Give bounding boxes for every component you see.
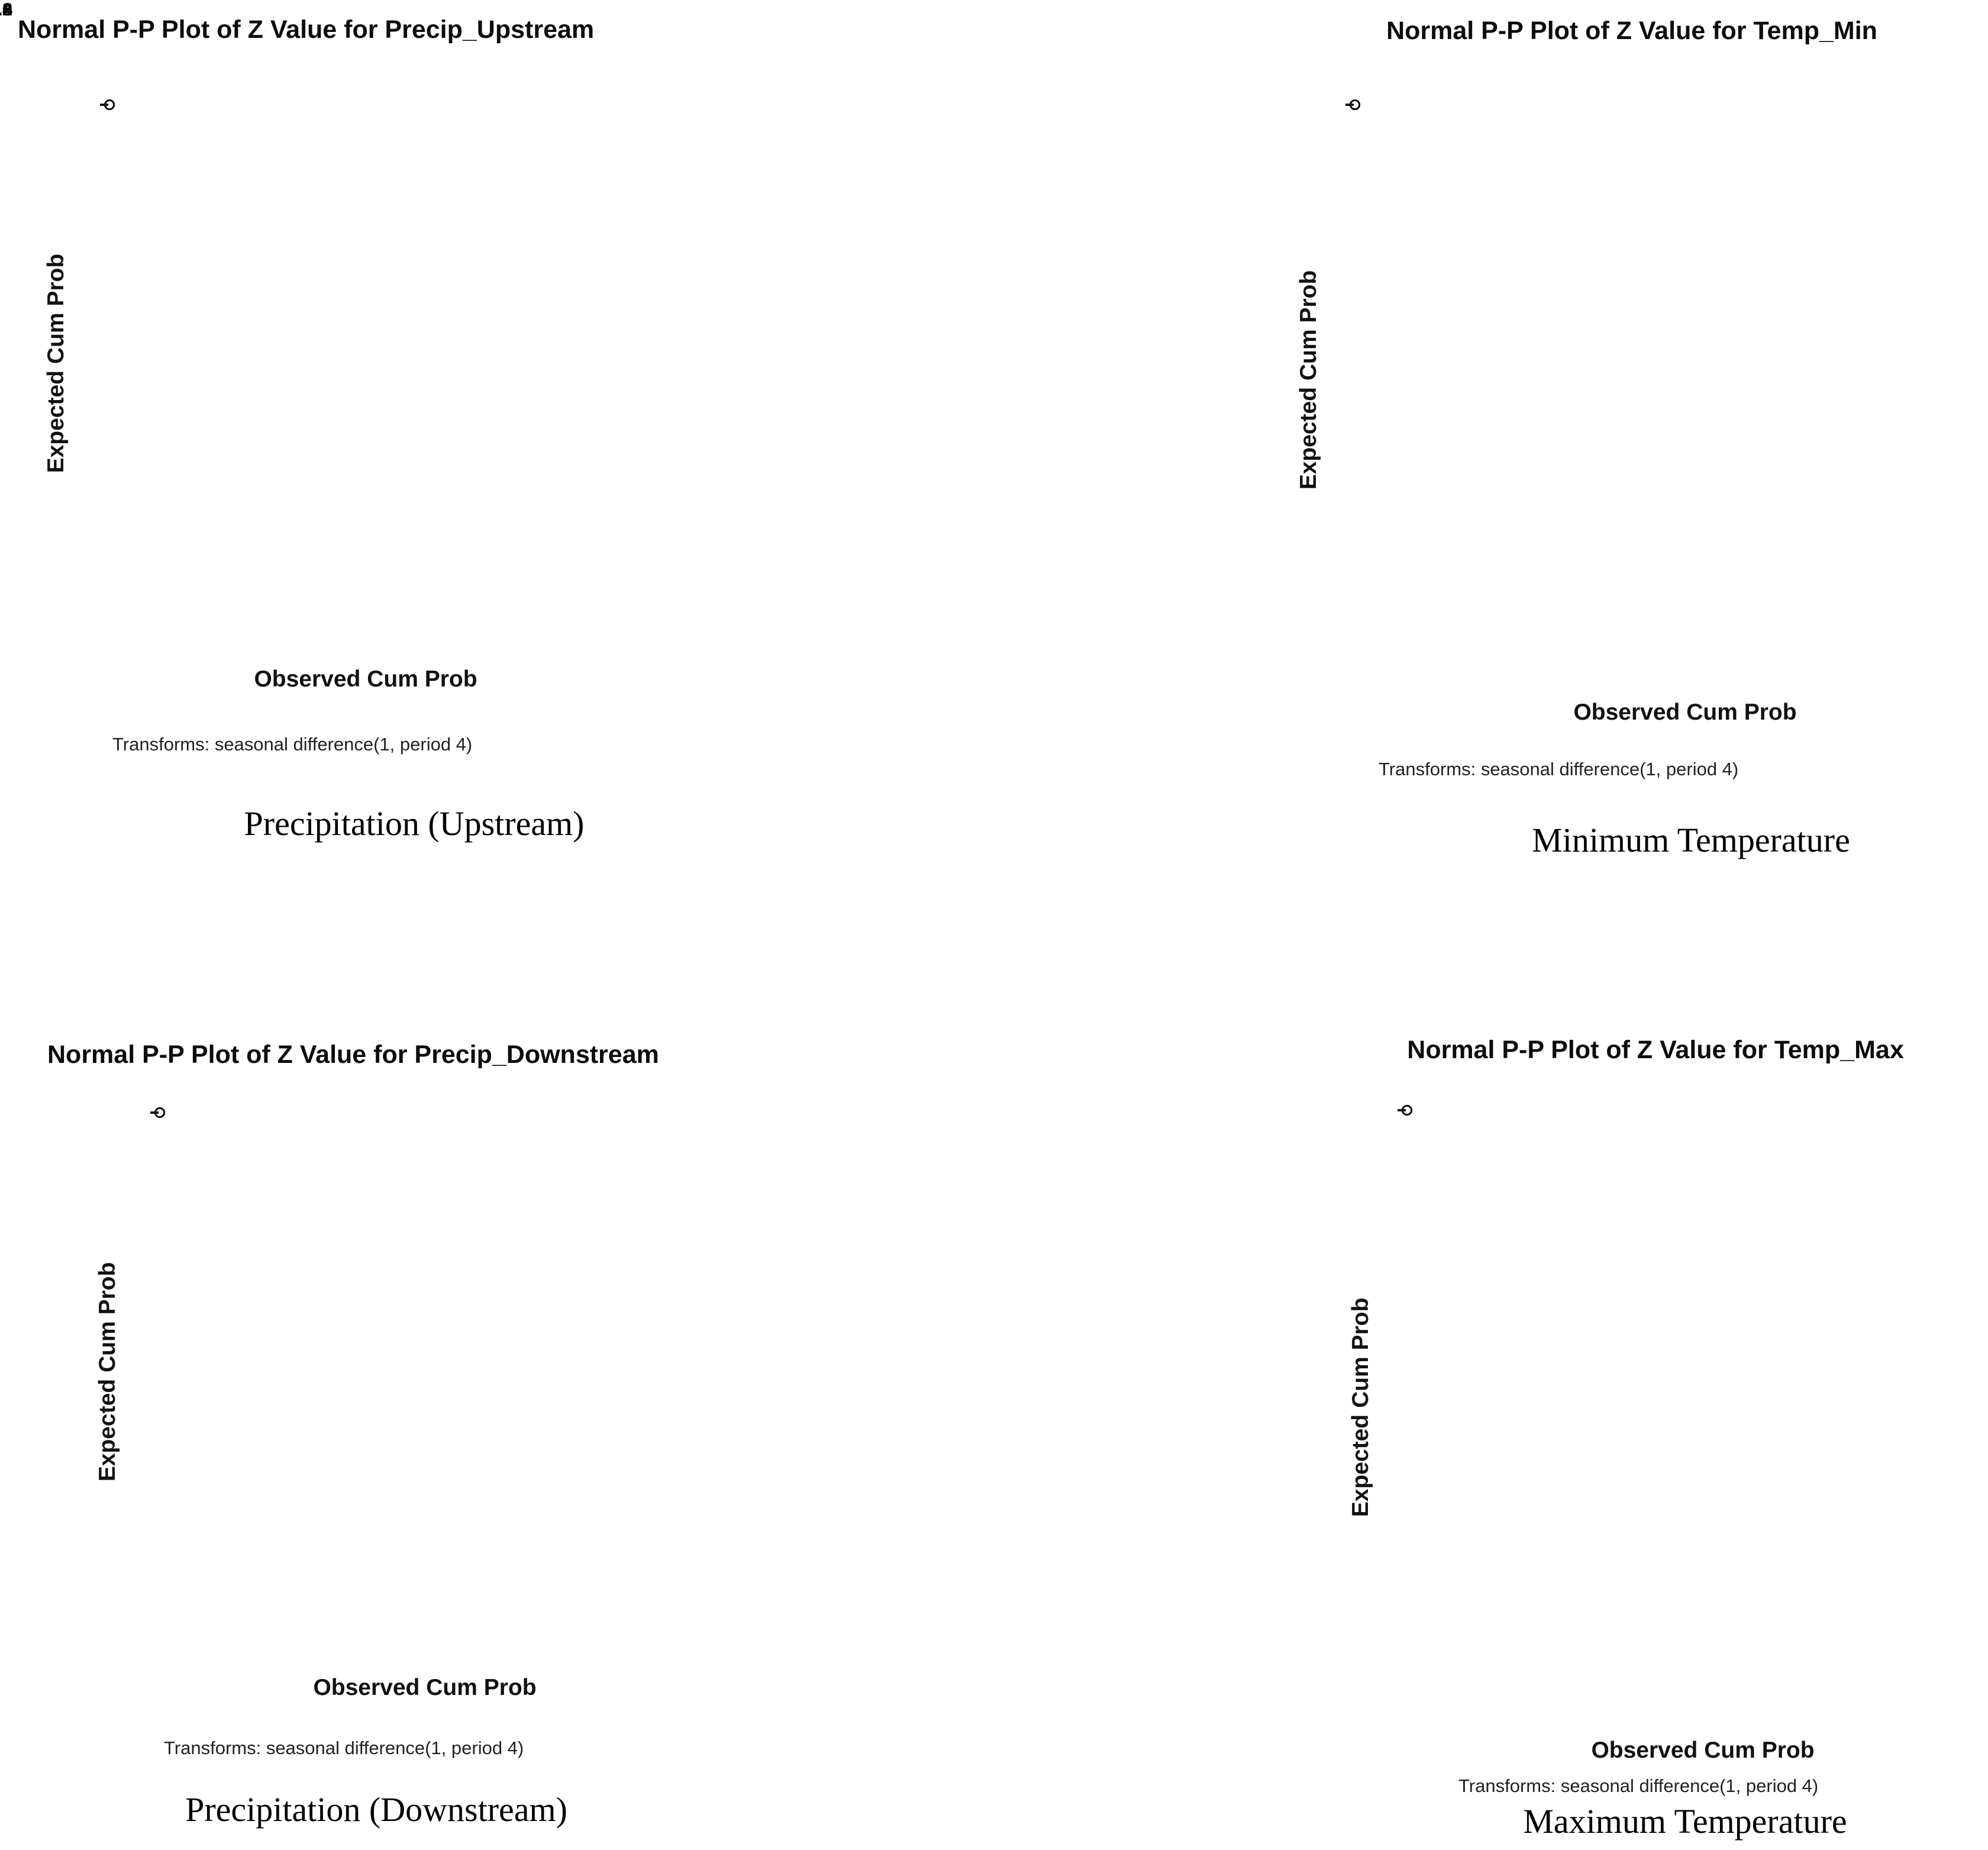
x-tick-label: 0.6 (0, 0, 12, 20)
y-axis-label: Expected Cum Prob (1348, 1297, 1373, 1517)
x-tick-label: 0.8 (0, 0, 12, 20)
plot-area (1398, 1105, 1412, 1116)
chart-caption: Minimum Temperature (1532, 821, 1850, 859)
x-tick-label: 0.6 (0, 0, 12, 20)
chart-caption: Precipitation (Downstream) (185, 1790, 567, 1829)
x-axis-label: Observed Cum Prob (254, 666, 477, 692)
x-tick-label: 0.2 (0, 0, 12, 20)
y-axis-label: Expected Cum Prob (95, 1262, 120, 1482)
y-axis-label: Expected Cum Prob (1296, 270, 1321, 490)
x-axis-label: Observed Cum Prob (1573, 700, 1797, 725)
x-tick-label: 1.0 (0, 0, 12, 20)
x-tick-label: 0.4 (0, 0, 12, 20)
chart-title: Normal P-P Plot of Z Value for Precip_Up… (18, 15, 595, 44)
x-tick-label: 0.6 (0, 0, 12, 20)
x-tick-label: 0.4 (0, 0, 12, 20)
transforms-footnote: Transforms: seasonal difference(1, perio… (1379, 759, 1739, 779)
plot-area (100, 99, 115, 110)
x-tick-label: 0.8 (0, 0, 12, 20)
x-tick-label: 0.2 (0, 0, 12, 20)
x-tick-label: 1.0 (0, 0, 12, 20)
chart-caption: Precipitation (Upstream) (244, 804, 585, 843)
plot-area (1345, 99, 1360, 110)
x-axis-label: Observed Cum Prob (313, 1675, 537, 1700)
x-tick-label: 0.0 (0, 0, 12, 20)
x-tick-label: 0.2 (0, 0, 12, 20)
transforms-footnote: Transforms: seasonal difference(1, perio… (1458, 1775, 1819, 1796)
x-tick-label: 1.0 (0, 0, 12, 20)
transforms-footnote: Transforms: seasonal difference(1, perio… (164, 1738, 524, 1758)
plot-area (150, 1107, 165, 1118)
transforms-footnote: Transforms: seasonal difference(1, perio… (112, 734, 473, 755)
x-axis-label: Observed Cum Prob (1591, 1738, 1815, 1763)
y-axis-label: Expected Cum Prob (43, 253, 69, 473)
x-tick-label: 0.4 (0, 0, 12, 20)
chart-title: Normal P-P Plot of Z Value for Temp_Max (1407, 1036, 1904, 1064)
chart-title: Normal P-P Plot of Z Value for Precip_Do… (47, 1040, 659, 1069)
x-tick-label: 0.8 (0, 0, 12, 20)
x-tick-label: 0.2 (0, 0, 12, 20)
x-tick-label: 0.6 (0, 0, 12, 20)
x-tick-label: 1.0 (0, 0, 12, 20)
x-tick-label: 0.0 (0, 0, 12, 20)
x-tick-label: 0.0 (0, 0, 12, 20)
x-tick-label: 0.4 (0, 0, 12, 20)
chart-caption: Maximum Temperature (1523, 1802, 1847, 1841)
x-tick-label: 0.0 (0, 0, 12, 20)
chart-title: Normal P-P Plot of Z Value for Temp_Min (1386, 17, 1877, 45)
x-tick-label: 0.8 (0, 0, 12, 20)
